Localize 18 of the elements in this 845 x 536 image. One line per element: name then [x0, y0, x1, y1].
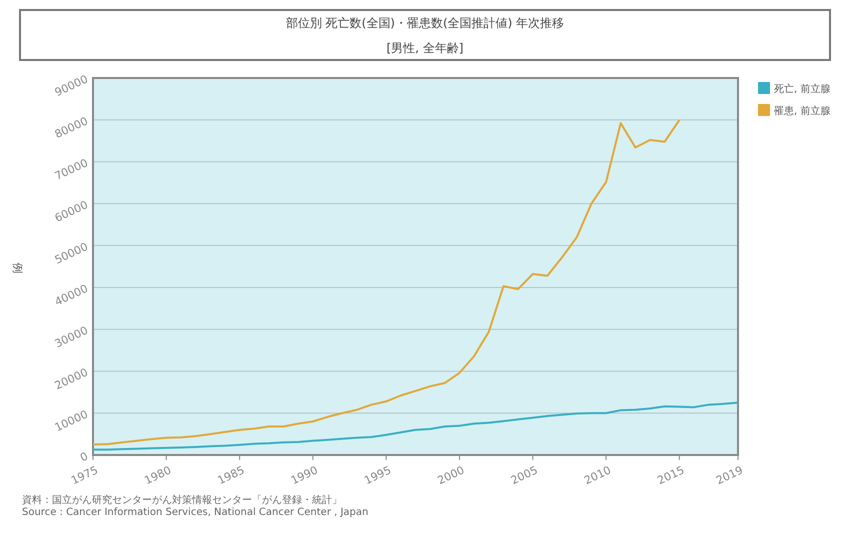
- x-tick-label: 1975: [69, 464, 100, 488]
- chart-title: 部位別 死亡数(全国)・罹患数(全国推計値) 年次推移: [286, 16, 564, 30]
- legend-label: 死亡, 前立腺: [774, 83, 830, 95]
- source-note: Source : Cancer Information Services, National Cancer Center , Japan: [22, 507, 368, 518]
- text: 資料：国立がん研究センターがん対策情報センター「がん登録・統計」: [22, 494, 342, 506]
- x-tick-label: 1980: [142, 464, 174, 488]
- x-tick-label: 1995: [362, 464, 394, 488]
- legend-label: 罹患, 前立腺: [773, 105, 830, 117]
- x-tick-label: 2000: [436, 464, 466, 488]
- chart-subtitle: [男性, 全年齢]: [386, 41, 464, 55]
- x-tick-label: 1990: [288, 464, 320, 488]
- x-tick-label: 2010: [582, 464, 614, 488]
- y-axis-title: 例: [11, 262, 24, 274]
- y-tick-label: 0: [78, 450, 90, 464]
- x-tick-label: 2005: [508, 464, 540, 488]
- x-tick-label: 2019: [714, 464, 745, 488]
- x-tick-label: 1985: [216, 464, 247, 488]
- x-tick-label: 2015: [655, 464, 686, 488]
